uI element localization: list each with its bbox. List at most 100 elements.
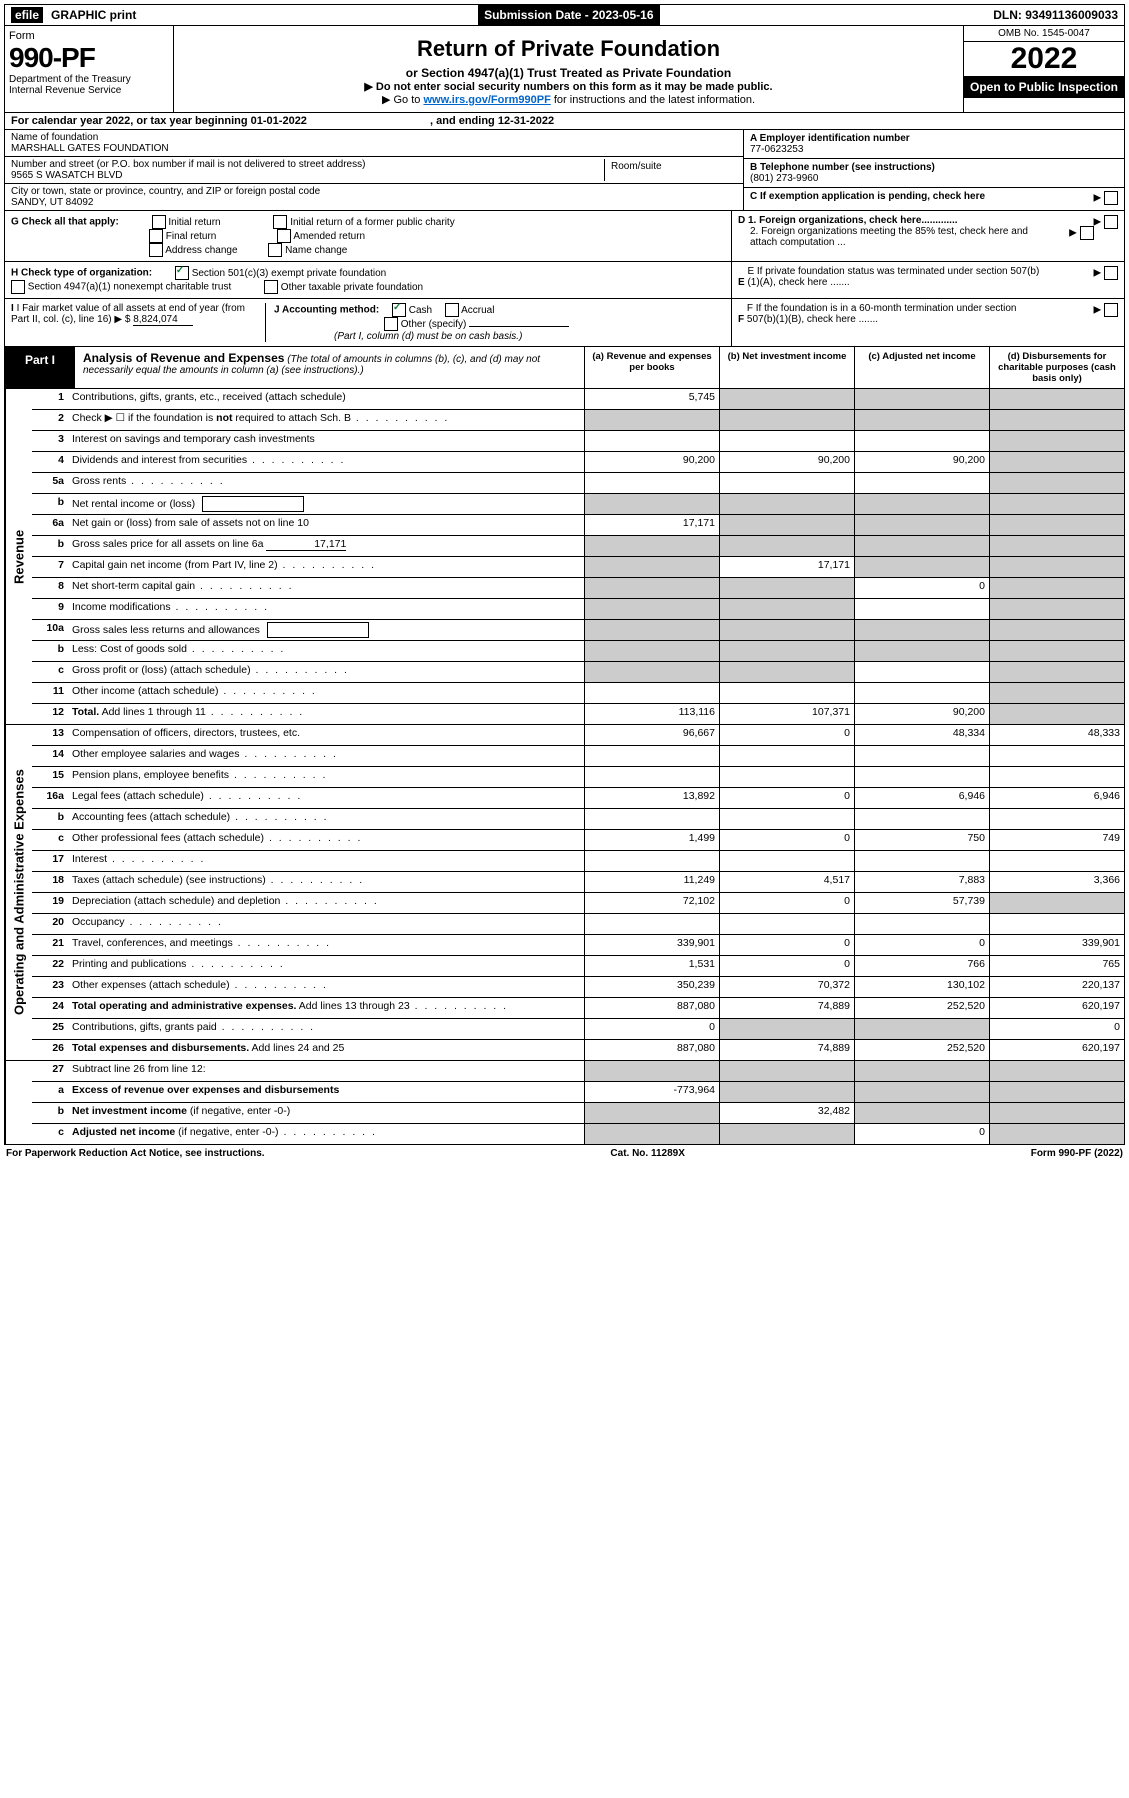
revenue-table: Revenue 1Contributions, gifts, grants, e… [4, 389, 1125, 725]
cell-value: 0 [719, 893, 854, 913]
cell-value: 765 [989, 956, 1124, 976]
g-address-change[interactable] [149, 243, 163, 257]
cell-value: 1,531 [584, 956, 719, 976]
g-final-return[interactable] [149, 229, 163, 243]
cell-grey [989, 431, 1124, 451]
cell-grey [584, 662, 719, 682]
g-initial-return[interactable] [152, 215, 166, 229]
irs-label: Internal Revenue Service [9, 85, 169, 96]
line-21: 21Travel, conferences, and meetings339,9… [32, 935, 1124, 956]
line-num: 16a [32, 788, 68, 808]
line-desc: Dividends and interest from securities [68, 452, 584, 472]
line-desc: Depreciation (attach schedule) and deple… [68, 893, 584, 913]
line-desc: Net investment income (if negative, ente… [68, 1103, 584, 1123]
cell-value [719, 683, 854, 703]
line-3: 3Interest on savings and temporary cash … [32, 431, 1124, 452]
line-num: 11 [32, 683, 68, 703]
cell-grey [584, 1124, 719, 1144]
j-accrual-checkbox[interactable] [445, 303, 459, 317]
cell-grey [989, 1061, 1124, 1081]
cell-value: 74,889 [719, 998, 854, 1018]
f-row: F F If the foundation is in a 60-month t… [731, 299, 1124, 346]
line-num: c [32, 830, 68, 850]
j-other-checkbox[interactable] [384, 317, 398, 331]
cell-grey [719, 494, 854, 514]
j-cash-checkbox[interactable] [392, 303, 406, 317]
cell-grey [719, 1019, 854, 1039]
line-num: 2 [32, 410, 68, 430]
exemption-pending: C If exemption application is pending, c… [744, 188, 1124, 205]
e-row: E E If private foundation status was ter… [731, 262, 1124, 298]
g-initial-former[interactable] [273, 215, 287, 229]
cell-value [719, 809, 854, 829]
cell-grey [719, 389, 854, 409]
instructions-link[interactable]: www.irs.gov/Form990PF [423, 94, 550, 106]
g-amended[interactable] [277, 229, 291, 243]
line-desc: Interest on savings and temporary cash i… [68, 431, 584, 451]
cell-grey [719, 620, 854, 640]
line-num: 27 [32, 1061, 68, 1081]
line-desc: Other professional fees (attach schedule… [68, 830, 584, 850]
expenses-table: Operating and Administrative Expenses 13… [4, 725, 1125, 1061]
line-1: 1Contributions, gifts, grants, etc., rec… [32, 389, 1124, 410]
cell-value: 0 [989, 1019, 1124, 1039]
cell-value [854, 767, 989, 787]
line-26: 26Total expenses and disbursements. Add … [32, 1040, 1124, 1060]
phone-value: (801) 273-9960 [750, 173, 1118, 184]
cell-value: 0 [854, 1124, 989, 1144]
g-name-change[interactable] [268, 243, 282, 257]
line-16a: 16aLegal fees (attach schedule)13,89206,… [32, 788, 1124, 809]
cell-grey [584, 578, 719, 598]
cell-grey [719, 641, 854, 661]
line-27: 27Subtract line 26 from line 12: [32, 1061, 1124, 1082]
efile-block: efileGRAPHIC print [5, 5, 150, 25]
line-10a: 10aGross sales less returns and allowanc… [32, 620, 1124, 641]
line-a: aExcess of revenue over expenses and dis… [32, 1082, 1124, 1103]
cell-value [719, 746, 854, 766]
line-desc: Taxes (attach schedule) (see instruction… [68, 872, 584, 892]
cell-value: 5,745 [584, 389, 719, 409]
line-desc: Printing and publications [68, 956, 584, 976]
cell-value: 0 [719, 830, 854, 850]
cell-value: 17,171 [719, 557, 854, 577]
address-block: Number and street (or P.O. box number if… [5, 157, 743, 184]
line-num: 12 [32, 704, 68, 724]
cell-grey [584, 599, 719, 619]
line-num: a [32, 1082, 68, 1102]
line-desc: Less: Cost of goods sold [68, 641, 584, 661]
line-desc: Occupancy [68, 914, 584, 934]
cell-value: 6,946 [989, 788, 1124, 808]
d1-checkbox[interactable] [1104, 215, 1118, 229]
form-label: Form [9, 30, 169, 42]
cell-value: 252,520 [854, 998, 989, 1018]
form-title: Return of Private Foundation [180, 36, 957, 62]
line-20: 20Occupancy [32, 914, 1124, 935]
h-501c3-checkbox[interactable] [175, 266, 189, 280]
line-4: 4Dividends and interest from securities9… [32, 452, 1124, 473]
h-other-taxable-checkbox[interactable] [264, 280, 278, 294]
f-checkbox[interactable] [1104, 303, 1118, 317]
cell-grey [854, 536, 989, 556]
h-4947-checkbox[interactable] [11, 280, 25, 294]
d2-checkbox[interactable] [1080, 226, 1094, 240]
exemption-checkbox[interactable] [1104, 191, 1118, 205]
cell-value: 90,200 [584, 452, 719, 472]
cell-grey [989, 893, 1124, 913]
cell-grey [989, 704, 1124, 724]
ssn-warning: ▶ Do not enter social security numbers o… [180, 80, 957, 93]
line-num: 22 [32, 956, 68, 976]
cell-value: 339,901 [584, 935, 719, 955]
cell-value: 887,080 [584, 1040, 719, 1060]
cell-value [854, 683, 989, 703]
line-desc: Total expenses and disbursements. Add li… [68, 1040, 584, 1060]
line-b: bAccounting fees (attach schedule) [32, 809, 1124, 830]
cell-value: 3,366 [989, 872, 1124, 892]
cell-value: 750 [854, 830, 989, 850]
e-checkbox[interactable] [1104, 266, 1118, 280]
cell-value [584, 767, 719, 787]
cell-value [854, 662, 989, 682]
revenue-side-label: Revenue [5, 389, 32, 724]
cell-value [989, 851, 1124, 871]
cell-grey [854, 1082, 989, 1102]
open-to-public: Open to Public Inspection [964, 76, 1124, 98]
